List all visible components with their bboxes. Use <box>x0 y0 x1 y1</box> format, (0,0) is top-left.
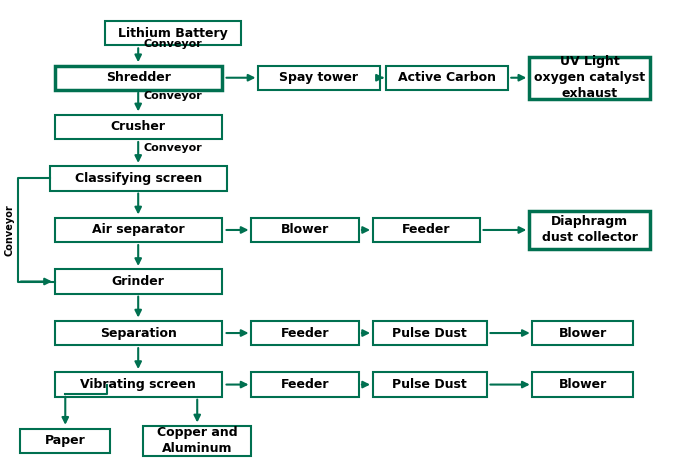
Bar <box>372 373 487 397</box>
Text: Blower: Blower <box>281 223 329 237</box>
Text: Active Carbon: Active Carbon <box>398 71 496 84</box>
Bar <box>258 65 379 90</box>
Bar <box>372 321 487 345</box>
Text: Shredder: Shredder <box>106 71 171 84</box>
Text: Crusher: Crusher <box>111 120 166 133</box>
Bar <box>251 321 358 345</box>
Text: Diaphragm
dust collector: Diaphragm dust collector <box>542 216 638 245</box>
Bar <box>55 65 221 90</box>
Bar <box>386 65 508 90</box>
Text: Blower: Blower <box>559 327 607 339</box>
Text: Grinder: Grinder <box>112 275 164 288</box>
Text: Blower: Blower <box>559 378 607 391</box>
Bar <box>144 426 251 456</box>
Text: Pulse Dust: Pulse Dust <box>393 378 467 391</box>
Bar <box>55 269 221 294</box>
Text: Vibrating screen: Vibrating screen <box>80 378 196 391</box>
Bar <box>372 218 480 242</box>
Bar <box>55 218 221 242</box>
Text: Feeder: Feeder <box>402 223 451 237</box>
Text: Conveyor: Conveyor <box>144 143 202 153</box>
Text: Pulse Dust: Pulse Dust <box>393 327 467 339</box>
Text: Copper and
Aluminum: Copper and Aluminum <box>157 426 237 455</box>
Text: UV Light
oxygen catalyst
exhaust: UV Light oxygen catalyst exhaust <box>534 55 645 100</box>
Bar <box>528 57 650 99</box>
Text: Spay tower: Spay tower <box>279 71 358 84</box>
Bar <box>55 321 221 345</box>
Bar <box>105 21 241 46</box>
Text: Conveyor: Conveyor <box>144 91 202 101</box>
Text: Conveyor: Conveyor <box>5 204 15 256</box>
Bar <box>528 211 650 249</box>
Bar <box>251 218 358 242</box>
Bar <box>50 166 227 191</box>
Bar <box>251 373 358 397</box>
Bar <box>55 373 221 397</box>
Bar <box>20 428 111 453</box>
Text: Feeder: Feeder <box>281 378 329 391</box>
Bar <box>532 373 633 397</box>
Text: Paper: Paper <box>45 434 85 447</box>
Text: Lithium Battery: Lithium Battery <box>118 27 228 40</box>
Text: Classifying screen: Classifying screen <box>75 172 202 185</box>
Bar <box>55 115 221 139</box>
Bar <box>532 321 633 345</box>
Text: Conveyor: Conveyor <box>144 39 202 49</box>
Text: Air separator: Air separator <box>92 223 185 237</box>
Text: Separation: Separation <box>100 327 176 339</box>
Text: Feeder: Feeder <box>281 327 329 339</box>
